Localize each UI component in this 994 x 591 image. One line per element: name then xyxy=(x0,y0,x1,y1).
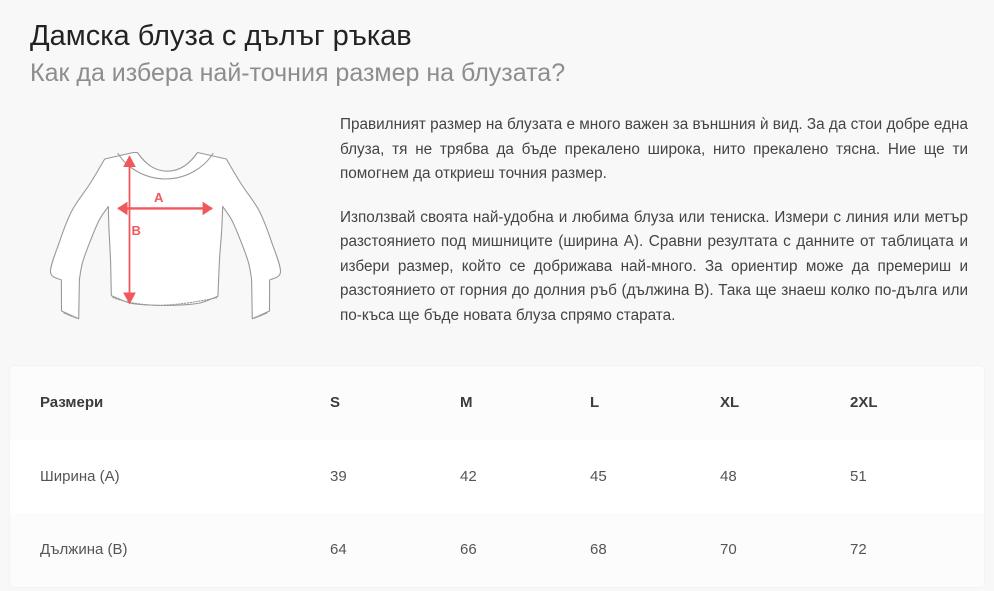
svg-text:A: A xyxy=(154,190,164,205)
svg-text:B: B xyxy=(132,223,141,238)
